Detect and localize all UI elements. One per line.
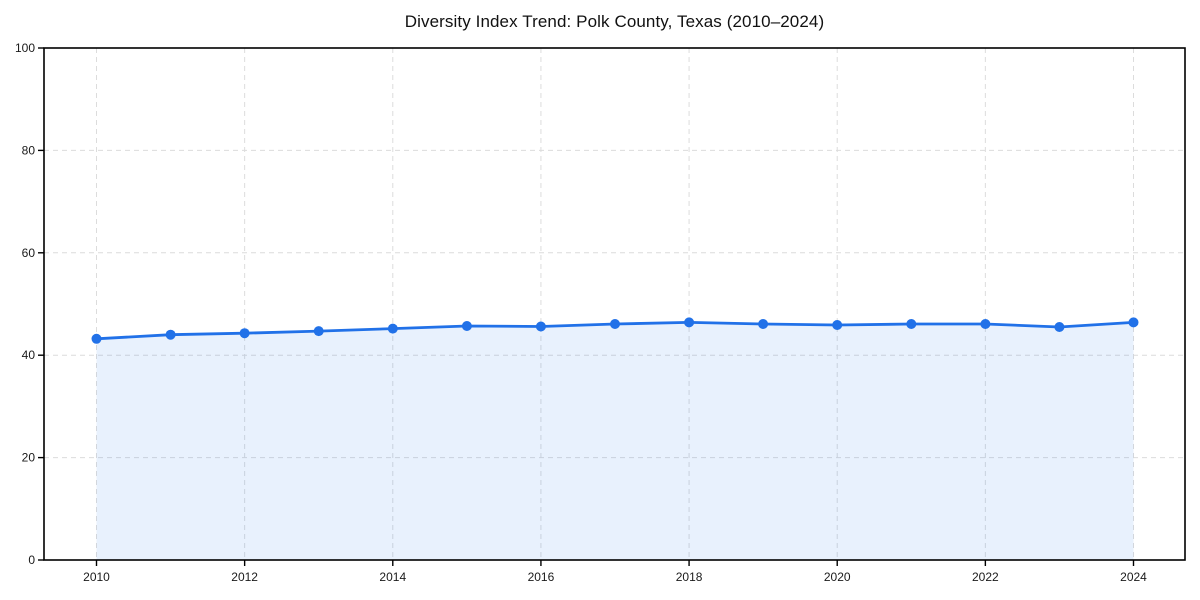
data-point-2020	[832, 320, 843, 330]
data-point-2024	[1128, 317, 1139, 328]
x-axis-label: 2024	[1120, 570, 1147, 584]
plot-border	[43, 47, 1186, 561]
y-axis-label: 20	[22, 451, 36, 465]
y-axis-label: 0	[28, 553, 35, 567]
data-point-2014	[387, 323, 398, 334]
data-point-2011	[165, 329, 176, 340]
data-point-2012	[239, 328, 250, 339]
data-point-2018	[684, 317, 695, 328]
x-axis-label: 2012	[231, 570, 258, 584]
data-point-2019	[758, 319, 769, 329]
area-fill	[96, 322, 1134, 560]
y-axis-label: 100	[15, 41, 35, 55]
x-axis-label: 2018	[676, 570, 703, 584]
data-point-2016	[535, 321, 546, 332]
data-point-2021	[906, 319, 917, 329]
data-point-2017	[610, 319, 620, 329]
x-axis-label: 2014	[379, 570, 406, 584]
x-axis-label: 2022	[972, 570, 999, 584]
x-axis-label: 2016	[528, 570, 555, 584]
chart-title: Diversity Index Trend: Polk County, Texa…	[404, 12, 825, 31]
data-point-2023	[1054, 322, 1065, 332]
y-axis-label: 40	[22, 348, 36, 362]
x-axis-label: 2020	[824, 570, 851, 584]
x-axis-label: 2010	[83, 570, 110, 584]
data-point-2015	[461, 321, 472, 331]
data-point-2022	[980, 319, 991, 329]
data-point-2013	[313, 326, 324, 337]
y-axis-label: 60	[22, 246, 36, 260]
data-point-2010	[91, 333, 102, 344]
y-axis-label: 80	[22, 143, 36, 157]
